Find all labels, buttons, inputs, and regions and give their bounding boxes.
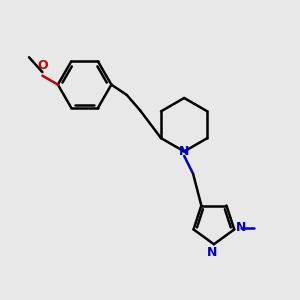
Text: N: N	[236, 221, 246, 234]
Text: O: O	[37, 58, 48, 71]
Text: N: N	[179, 145, 189, 158]
Text: N: N	[207, 246, 218, 259]
